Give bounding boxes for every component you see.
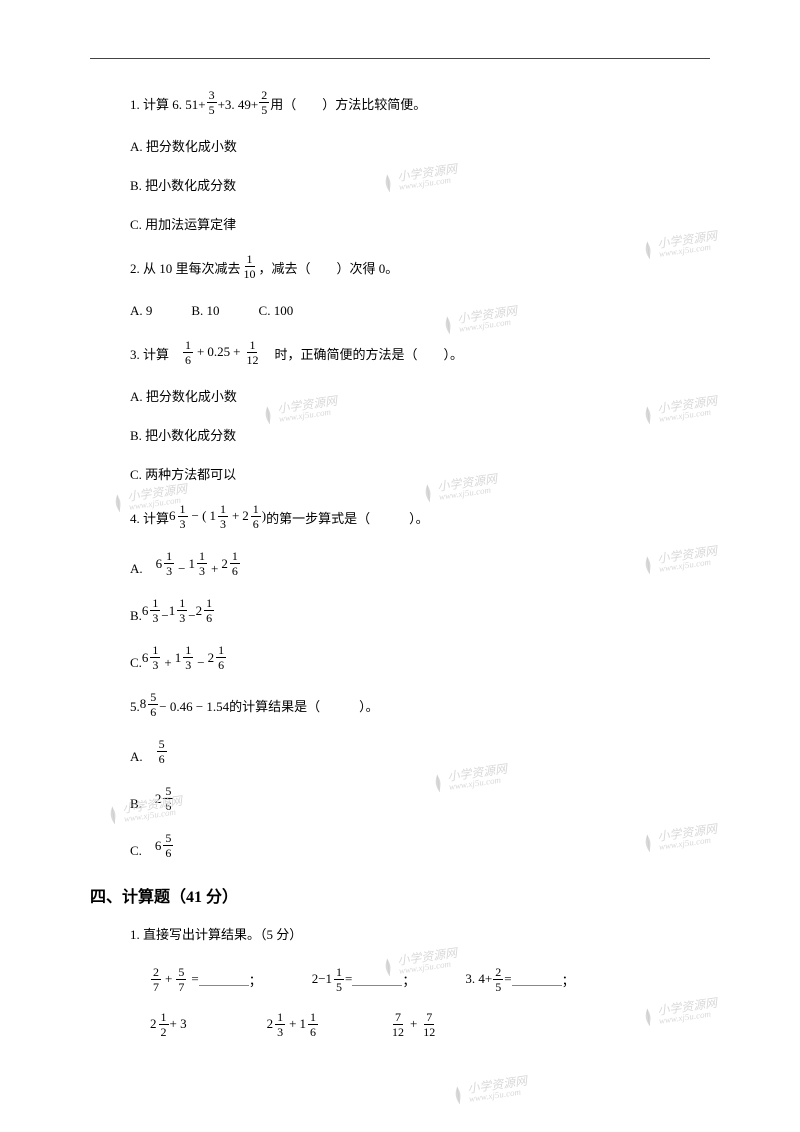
q1-suffix: 用（ ）方法比较简便。 [270,95,426,116]
q1-opt-b: B. 把小数化成分数 [130,175,710,194]
q4-suffix: 的第一步算式是（ ）。 [266,509,429,530]
q2-suffix: ，减去（ ）次得 0。 [259,259,399,280]
leaf-icon [104,804,123,826]
q1-opt-a: A. 把分数化成小数 [130,136,710,155]
leaf-icon [419,482,438,504]
q5-opt-c: C. 656 [130,832,710,859]
calc-1b: 2− 115 =； [312,966,416,993]
q3-opt-a: A. 把分数化成小数 [130,386,710,405]
section-4-heading: 四、计算题（41 分） [90,883,710,907]
top-rule [90,58,710,59]
q3-suffix: 时，正确简便的方法是（ ）。 [261,345,463,366]
calc-2a: 212 + 3 [150,1011,187,1038]
q3-expr: 16 + 0.25 + 112 [182,339,261,366]
q1-frac2: 2 5 [259,89,269,116]
question-4: 4. 计算 613 − ( 113 + 216 ) 的第一步算式是（ ）。 [130,503,710,530]
q4-prefix: 4. 计算 [130,509,169,530]
q1-frac1: 3 5 [207,89,217,116]
leaf-icon [639,404,658,426]
calc-title: 1. 直接写出计算结果。（5 分） [130,925,710,946]
q4-opt-b: B. 613 − 113 − 216 [130,597,710,624]
question-3: 3. 计算 16 + 0.25 + 112 时，正确简便的方法是（ ）。 [130,339,710,366]
page: 1. 计算 6. 51+ 3 5 +3. 49+ 2 5 用（ ）方法比较简便。… [0,0,800,1132]
question-1: 1. 计算 6. 51+ 3 5 +3. 49+ 2 5 用（ ）方法比较简便。 [130,89,710,116]
question-2: 2. 从 10 里每次减去 1 10 ，减去（ ）次得 0。 [130,253,710,280]
leaf-icon [259,404,278,426]
q4-opt-c: C. 613 + 113 − 216 [130,644,710,671]
q2-opts: A. 9 B. 10 C. 100 [130,300,710,319]
watermark: 小学资源网www.xj5u.com [449,1075,529,1107]
question-5: 5. 856 − 0.46 − 1.54 的计算结果是（ ）。 [130,691,710,718]
leaf-icon [109,492,128,514]
calc-1c: 3. 4+ 25 =； [465,966,574,993]
q5-opt-a: A. 56 [130,738,710,765]
leaf-icon [449,1084,468,1106]
calc-row-1: 27 + 57 =； 2− 115 =； 3. 4+ 25 =； [150,966,710,993]
q2-prefix: 2. 从 10 里每次减去 [130,259,241,280]
calc-2b: 213 + 116 [267,1011,319,1038]
q5-opt-b: B. 256 [130,785,710,812]
calc-row-2: 212 + 3 213 + 116 712 + 712 [150,1011,710,1038]
calc-2c: 712 + 712 [389,1011,438,1038]
calc-1a: 27 + 57 =； [150,966,262,993]
q1-prefix: 1. 计算 6. 51+ [130,95,206,116]
q4-opt-a: A. 613 − 113 + 216 [130,550,710,577]
q1-mid: +3. 49+ [218,95,259,116]
q3-opt-b: B. 把小数化成分数 [130,425,710,444]
q3-opt-c: C. 两种方法都可以 [130,464,710,483]
q1-opt-c: C. 用加法运算定律 [130,214,710,233]
q3-prefix: 3. 计算 [130,345,182,366]
q2-frac: 1 10 [242,253,258,280]
q4-expr: 613 − ( 113 + 216 ) [169,503,266,530]
